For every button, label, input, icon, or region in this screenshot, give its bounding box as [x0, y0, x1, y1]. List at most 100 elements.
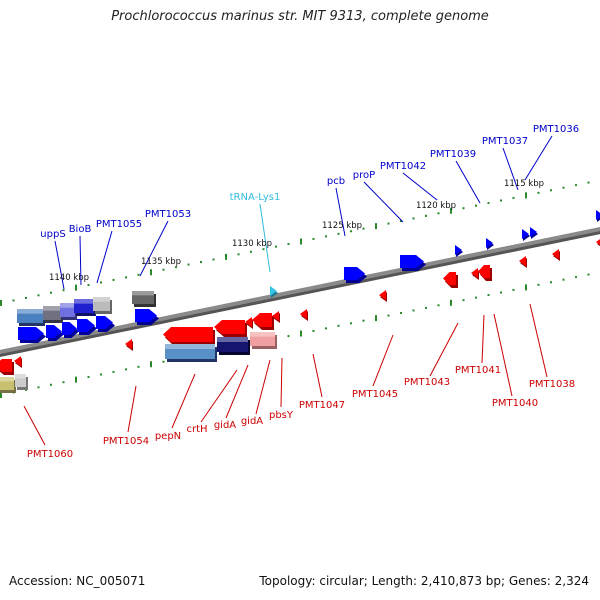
cog-block: [217, 337, 250, 355]
cog-block: [165, 344, 217, 362]
tick-mark-lower: [537, 283, 540, 286]
feature-body: [43, 306, 61, 320]
forward-gene: [400, 255, 426, 271]
feature-body: [132, 291, 154, 304]
reverse-gene: [443, 272, 458, 288]
leader-line: [23, 405, 46, 446]
tick-mark-upper: [162, 268, 165, 271]
leader-line: [225, 364, 249, 419]
gene-label: uppS: [40, 229, 65, 240]
feature-highlight: [250, 332, 275, 337]
tick-mark-upper: [0, 300, 2, 306]
feature-body: [272, 311, 279, 321]
scale-label: 1130 kbp: [232, 239, 272, 249]
tick-mark-lower: [62, 381, 65, 384]
tick-mark-upper: [150, 269, 152, 276]
tick-mark-upper: [300, 238, 302, 245]
tick-mark-lower: [500, 291, 502, 294]
reverse-gene: [245, 317, 253, 329]
leader-line: [171, 373, 196, 429]
tick-mark-lower: [162, 360, 165, 363]
gene-label: gidA: [214, 420, 236, 431]
feature-body: [18, 327, 44, 340]
tick-mark-lower: [350, 322, 352, 325]
tick-mark-upper: [400, 220, 402, 222]
tick-mark-upper: [362, 227, 365, 230]
reverse-gene: [300, 309, 308, 321]
gene-label: PMT1045: [352, 389, 398, 400]
feature-body: [135, 309, 157, 322]
rna-gene: [270, 286, 278, 298]
tick-mark-upper: [387, 222, 390, 225]
gene-label: pbsY: [269, 410, 294, 421]
tick-mark-upper: [175, 266, 177, 269]
scale-label-group: 1115 kbp 1120 kbp 1125 kbp 1130 kbp 1135 kbp…: [49, 179, 544, 283]
feature-body: [530, 227, 537, 237]
feature-highlight: [60, 303, 75, 308]
tick-mark-lower: [375, 315, 377, 322]
feature-highlight: [93, 297, 110, 302]
reverse-gene: [163, 327, 215, 345]
feature-body: [486, 238, 493, 248]
gene-label: gidA: [241, 416, 263, 427]
tick-mark-upper: [262, 248, 265, 251]
tick-mark-lower: [312, 329, 315, 332]
leader-line: [372, 334, 394, 387]
tick-mark-upper: [100, 281, 102, 284]
tick-mark-upper: [50, 291, 52, 294]
gene-label: PMT1047: [299, 400, 345, 411]
feature-body: [250, 332, 275, 346]
feature-layer: [0, 210, 600, 393]
feature-body: [96, 316, 113, 329]
tick-mark-upper: [525, 192, 527, 199]
feature-body: [596, 210, 600, 220]
leader-line: [363, 181, 404, 223]
tick-mark-upper: [112, 278, 115, 281]
feature-body: [125, 339, 132, 349]
tick-mark-upper: [550, 189, 552, 192]
feature-body: [15, 374, 26, 387]
leader-line: [312, 353, 323, 398]
tick-mark-upper: [425, 214, 427, 217]
forward-gene: [522, 229, 530, 241]
tick-mark-upper: [375, 223, 377, 230]
scale-label: 1115 kbp: [504, 179, 544, 189]
forward-gene: [530, 227, 538, 239]
tick-mark-lower: [150, 361, 152, 368]
feature-body: [300, 309, 307, 319]
tick-mark-upper: [575, 184, 577, 187]
tick-mark-lower: [437, 304, 440, 307]
gene-label: PMT1060: [27, 449, 73, 460]
gene-label: proP: [353, 170, 375, 181]
feature-body: [471, 268, 478, 278]
tick-mark-lower: [512, 288, 515, 291]
feature-body: [163, 327, 213, 342]
feature-body: [214, 320, 245, 334]
cog-block: [15, 374, 28, 390]
scale-label: 1140 kbp: [49, 273, 89, 283]
gene-label: PMT1038: [529, 379, 575, 390]
tick-mark-upper: [25, 296, 27, 299]
tick-mark-lower: [37, 386, 40, 389]
tick-mark-lower: [337, 324, 340, 327]
tick-mark-lower: [137, 365, 140, 368]
tick-mark-lower: [112, 370, 115, 373]
forward-gene: [18, 327, 46, 343]
tick-mark-upper: [250, 250, 252, 253]
tick-mark-lower: [125, 368, 127, 371]
tick-mark-lower: [487, 294, 490, 297]
feature-highlight: [43, 306, 61, 311]
reverse-gene: [214, 320, 247, 337]
feature-highlight: [74, 299, 94, 304]
tick-mark-upper: [237, 253, 240, 256]
feature-body: [252, 313, 272, 327]
tick-mark-upper: [125, 276, 127, 279]
reverse-gene: [14, 356, 22, 368]
gene-label: PMT1040: [492, 398, 538, 409]
gene-label: PMT1036: [533, 124, 579, 135]
tick-mark-upper: [212, 258, 215, 261]
gene-label: PMT1054: [103, 436, 149, 447]
tick-mark-upper: [137, 273, 140, 276]
reverse-gene: [0, 359, 14, 375]
tick-mark-lower: [400, 312, 402, 314]
